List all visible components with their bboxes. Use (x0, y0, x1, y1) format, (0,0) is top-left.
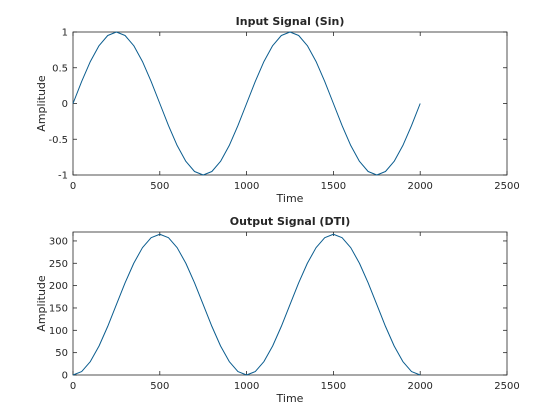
x-tick-label: 1500 (321, 181, 346, 192)
y-tick-label: 1 (62, 28, 68, 39)
x-axis-label: Time (276, 392, 304, 405)
y-tick-label: 100 (49, 326, 68, 337)
y-tick-label: 150 (49, 303, 68, 314)
y-axis-label: Amplitude (35, 75, 48, 132)
x-tick-label: 0 (70, 381, 76, 392)
y-tick-label: -0.5 (48, 135, 68, 146)
x-tick-label: 2000 (407, 181, 432, 192)
chart-2: 0 500 1000 1500 2000 2500 0 50 100 150 200 250 300 Ou… (35, 215, 520, 405)
x-tick-label: 2500 (494, 181, 519, 192)
y-tick-label: 0 (62, 99, 68, 110)
y-tick-label: 300 (49, 236, 68, 247)
x-tick-label: 500 (150, 181, 169, 192)
y-tick-label: 250 (49, 259, 68, 270)
y-tick-label: 0 (62, 371, 68, 382)
series-line (72, 31, 421, 176)
x-tick-label: 1000 (234, 381, 259, 392)
chart-title: Output Signal (DTI) (230, 215, 350, 228)
y-axis-label: Amplitude (35, 275, 48, 332)
x-tick-label: 1500 (321, 381, 346, 392)
series-line (72, 233, 421, 376)
y-tick-label: 50 (55, 348, 68, 359)
chart-title: Input Signal (Sin) (236, 15, 345, 28)
y-tick-label: -1 (58, 171, 68, 182)
x-tick-label: 2500 (494, 381, 519, 392)
x-tick-label: 2000 (407, 381, 432, 392)
y-tick-label: 200 (49, 281, 68, 292)
chart-1: 0 500 1000 1500 2000 2500 -1 -0.5 0 0.5 1 Input Sig… (35, 15, 520, 205)
y-tick-label: 0.5 (52, 63, 68, 74)
x-tick-label: 1000 (234, 181, 259, 192)
x-axis-label: Time (276, 192, 304, 205)
x-tick-label: 500 (150, 381, 169, 392)
x-tick-label: 0 (70, 181, 76, 192)
axes-box (72, 31, 508, 176)
